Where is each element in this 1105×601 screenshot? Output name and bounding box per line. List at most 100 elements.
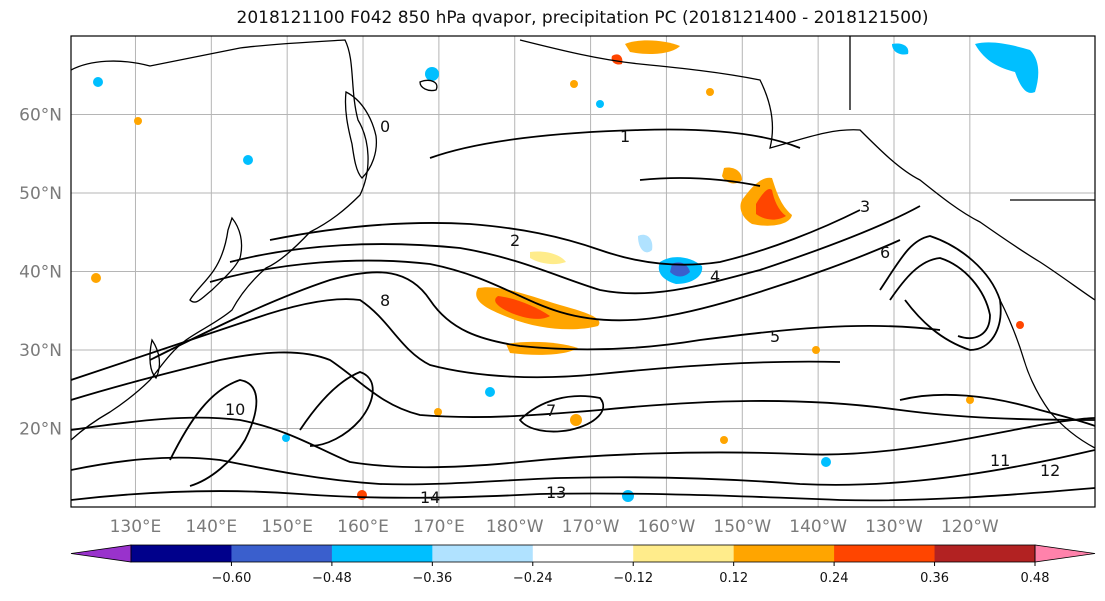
contour-label: 0 (380, 117, 390, 136)
colorbar-bin (331, 545, 433, 562)
contour-line (169, 379, 258, 487)
precip-negative-region (975, 42, 1039, 93)
latitude-label: 30°N (19, 341, 62, 361)
gridlines (71, 36, 1095, 507)
colorbar-tick-label: −0.36 (412, 571, 452, 586)
longitude-label: 170°W (562, 517, 620, 537)
precip-spot (1016, 321, 1024, 329)
coastline-islands (419, 79, 438, 92)
contour-line (71, 298, 841, 381)
contour-line (71, 487, 1095, 502)
contour-label: 12 (1040, 461, 1060, 480)
contour-label: 7 (546, 401, 556, 420)
longitude-label: 140°E (185, 517, 237, 537)
precip-spot (720, 436, 728, 444)
precip-spot (357, 490, 367, 500)
contour-line (889, 257, 991, 339)
coastline-north-america (999, 299, 1095, 449)
colorbar-bin (432, 545, 534, 562)
latitude-label: 20°N (19, 420, 62, 440)
coastline-japan (189, 216, 243, 303)
colorbar-bin (131, 545, 232, 562)
latitude-label: 40°N (19, 263, 62, 283)
colorbar-tick-label: −0.24 (513, 571, 553, 586)
contour-label: 10 (225, 400, 245, 419)
colorbar-bin (633, 545, 735, 562)
precip-spot (812, 346, 820, 354)
latitude-label: 60°N (19, 106, 62, 126)
colorbar-bin (834, 545, 936, 562)
longitude-label: 150°W (713, 517, 771, 537)
precip-weak-region (530, 251, 566, 265)
colorbar-outline (130, 544, 1036, 563)
contour-line (899, 393, 1095, 427)
precip-positive-core (756, 188, 786, 220)
contour-line (209, 239, 901, 322)
precip-spot (134, 117, 142, 125)
precip-spot (622, 490, 634, 502)
latitude-label: 50°N (19, 184, 62, 204)
contour-line (429, 128, 801, 159)
contour-line (149, 271, 941, 361)
precip-spot (485, 387, 495, 397)
contour-line (71, 449, 1095, 486)
contour-line (269, 209, 861, 266)
precip-spot (93, 77, 103, 87)
contour-label: 6 (880, 243, 890, 262)
precip-spot (91, 273, 101, 283)
precip-spot (425, 67, 439, 81)
precip-negative-core (670, 262, 690, 277)
colorbar-bin (532, 545, 634, 562)
colorbar-extension-high (1034, 544, 1096, 563)
contour-line (229, 205, 921, 295)
colorbar-tick-label: 0.36 (920, 571, 949, 586)
precip-spot (243, 155, 253, 165)
colorbar-tick-label: −0.12 (613, 571, 653, 586)
latitude-labels: 60°N 50°N 40°N 30°N 20°N (19, 106, 62, 440)
precip-shading (91, 40, 1039, 502)
contour-label: 5 (770, 327, 780, 346)
longitude-label: 170°E (413, 517, 465, 537)
colorbar-bin (733, 545, 835, 562)
colorbar-tick-label: −0.48 (312, 571, 352, 586)
contour-line (879, 235, 1002, 351)
contour-label: 13 (546, 483, 566, 502)
colorbar-tick-label: 0.24 (820, 571, 849, 586)
precip-spot (282, 434, 290, 442)
longitude-label: 140°W (789, 517, 847, 537)
precip-spot (706, 88, 714, 96)
contour-label: 1 (620, 127, 630, 146)
precip-spot (966, 396, 974, 404)
longitude-label: 130°E (110, 517, 162, 537)
contour-label: 4 (710, 267, 720, 286)
precip-positive-region (625, 40, 680, 54)
precip-negative-region (892, 43, 909, 55)
contour-label: 11 (990, 451, 1010, 470)
contour-line (71, 416, 1095, 469)
plot-title: 2018121100 F042 850 hPa qvapor, precipit… (236, 8, 929, 28)
border-canada-us (849, 36, 1095, 201)
colorbar-tick-label: −0.60 (212, 571, 252, 586)
precip-spot (570, 414, 582, 426)
contour-line (639, 177, 761, 187)
contour-line (71, 351, 1095, 421)
longitude-label: 180°W (486, 517, 544, 537)
precip-positive-region (722, 167, 742, 184)
coastline-kamchatka (344, 91, 378, 179)
precip-spot (596, 100, 604, 108)
contour-line (299, 371, 374, 447)
coastline-alaska (519, 39, 1095, 301)
precip-weak-negative (638, 234, 653, 253)
qvapor-contours (71, 128, 1095, 502)
colorbar-bin (934, 545, 1036, 562)
contour-label: 2 (510, 231, 520, 250)
longitude-label: 120°W (941, 517, 999, 537)
colorbar: −0.60 −0.48 −0.36 −0.24 −0.12 0.12 0.24 0.36 0.4… (70, 544, 1096, 586)
colorbar-extension-low (70, 544, 132, 563)
precip-spot (570, 80, 578, 88)
contour-label: 8 (380, 291, 390, 310)
precip-spot (434, 408, 442, 416)
colorbar-tick-label: 0.48 (1021, 571, 1050, 586)
colorbar-bin (231, 545, 333, 562)
